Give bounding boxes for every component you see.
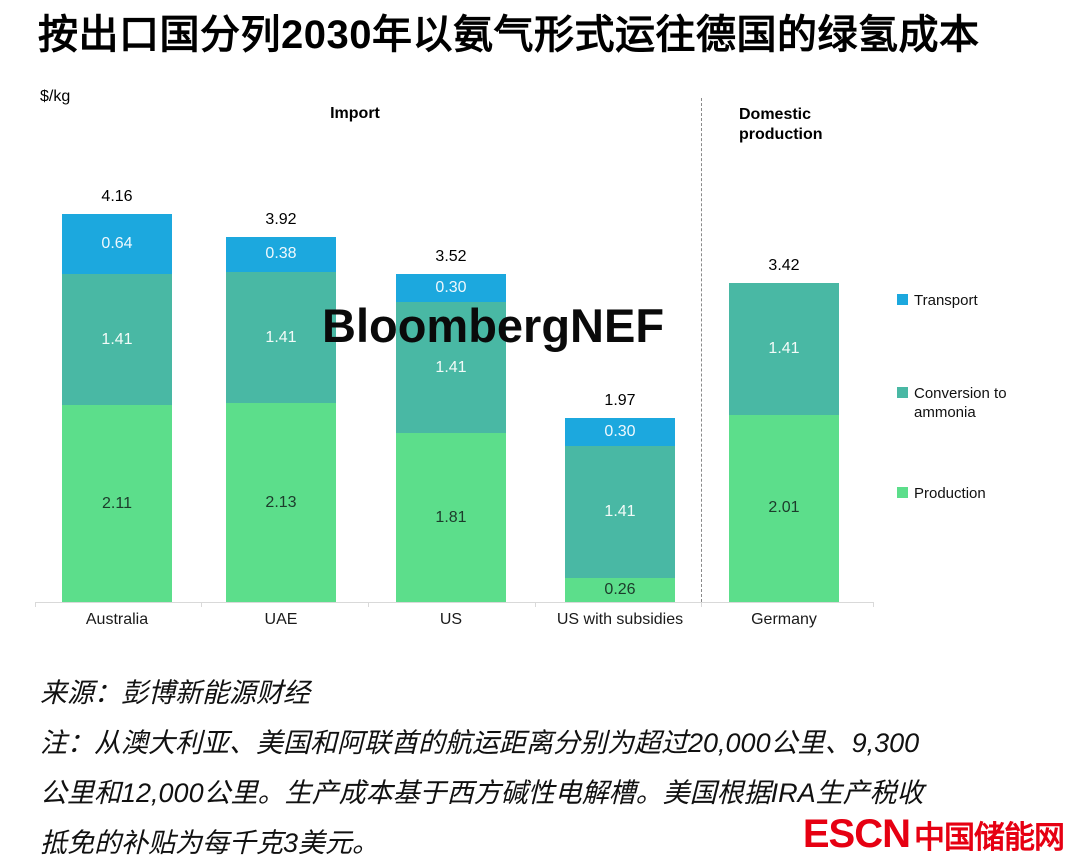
- bar-segment-production: 2.13: [226, 403, 336, 602]
- segment-value-label: 0.30: [604, 423, 636, 441]
- segment-value-label: 1.41: [604, 503, 636, 521]
- note-line: 注：从澳大利亚、美国和阿联酋的航运距离分别为超过20,000公里、9,300: [40, 728, 920, 758]
- segment-value-label: 2.01: [768, 499, 800, 517]
- category-label: Germany: [751, 611, 817, 628]
- bar-segment-production: 2.11: [62, 405, 172, 602]
- bar-segment-conversion-to-ammonia: 1.41: [226, 272, 336, 404]
- bar-total-label: 3.92: [265, 210, 297, 228]
- axis-tick: [201, 602, 202, 607]
- category-label: UAE: [264, 611, 298, 628]
- chart-title: 按出口国分列2030年以氨气形式运往德国的绿氢成本: [38, 13, 980, 57]
- segment-value-label: 0.38: [265, 245, 297, 263]
- legend-item-production: Production: [897, 484, 1057, 503]
- section-label-domestic: Domestic production: [739, 106, 823, 143]
- segment-value-label: 2.13: [265, 493, 297, 511]
- bar-total-label: 1.97: [604, 392, 636, 410]
- source-text: 来源：彭博新能源财经: [40, 678, 310, 708]
- bar-segment-transport: 0.38: [226, 236, 336, 273]
- escn-logo-abbr: ESCN: [802, 812, 911, 856]
- segment-value-label: 0.26: [604, 580, 636, 598]
- bloombergnef-watermark: BloombergNEF: [322, 299, 665, 352]
- legend-item-transport: Transport: [897, 291, 1057, 310]
- escn-logo: ESCN 中国储能网: [802, 812, 1065, 857]
- bar-segment-production: 2.01: [729, 414, 839, 602]
- bar-segment-transport: 0.30: [396, 273, 506, 302]
- bar-segment-conversion-to-ammonia: 1.41: [565, 446, 675, 578]
- bar-segment-transport: 0.30: [565, 418, 675, 447]
- section-divider-line: [701, 98, 702, 602]
- legend-swatch-icon: [897, 294, 908, 305]
- segment-value-label: 1.41: [101, 330, 133, 348]
- category-label: Australia: [85, 611, 149, 628]
- note-line: 公里和12,000公里。生产成本基于西方碱性电解槽。美国根据IRA生产税收: [40, 778, 924, 808]
- bar-segment-production: 1.81: [396, 433, 506, 602]
- bar-segment-conversion-to-ammonia: 1.41: [729, 283, 839, 415]
- escn-logo-name: 中国储能网: [914, 820, 1065, 855]
- segment-value-label: 1.41: [265, 328, 297, 346]
- legend-label: Transport: [914, 292, 978, 309]
- footer-notes: 来源：彭博新能源财经 注：从澳大利亚、美国和阿联酋的航运距离分别为超过20,00…: [40, 668, 1050, 867]
- note-line: 抵免的补贴为每千克3美元。: [40, 828, 380, 858]
- bar-total-label: 3.52: [435, 247, 467, 265]
- axis-tick: [35, 602, 36, 607]
- axis-tick: [873, 602, 874, 607]
- note-text: 注：从澳大利亚、美国和阿联酋的航运距离分别为超过20,000公里、9,300 公里…: [40, 718, 1050, 867]
- segment-value-label: 1.81: [435, 508, 467, 526]
- bar-segment-production: 0.26: [565, 577, 675, 602]
- segment-value-label: 0.64: [101, 235, 133, 253]
- bar-segment-transport: 0.64: [62, 214, 172, 274]
- x-axis-line: [35, 602, 873, 603]
- axis-tick: [535, 602, 536, 607]
- legend-label: Conversion to ammonia: [914, 385, 1007, 421]
- legend-item-conversion-to-ammonia: Conversion to ammonia: [897, 384, 1057, 422]
- category-label: US: [439, 611, 463, 628]
- bar-segment-conversion-to-ammonia: 1.41: [62, 273, 172, 406]
- y-axis-unit-label: $/kg: [40, 88, 71, 105]
- axis-tick: [368, 602, 369, 607]
- bar-segment-conversion-to-ammonia: 1.41: [396, 301, 506, 434]
- axis-tick: [701, 602, 702, 607]
- section-label-import: Import: [330, 105, 380, 122]
- bar-total-label: 3.42: [768, 257, 800, 275]
- legend-label: Production: [914, 485, 986, 502]
- bar-total-label: 4.16: [101, 188, 133, 206]
- legend-swatch-icon: [897, 487, 908, 498]
- segment-value-label: 1.41: [768, 339, 800, 357]
- category-label: US with subsidies: [556, 611, 684, 628]
- segment-value-label: 1.41: [435, 358, 467, 376]
- segment-value-label: 0.30: [435, 278, 467, 296]
- segment-value-label: 2.11: [102, 494, 132, 512]
- legend-swatch-icon: [897, 387, 908, 398]
